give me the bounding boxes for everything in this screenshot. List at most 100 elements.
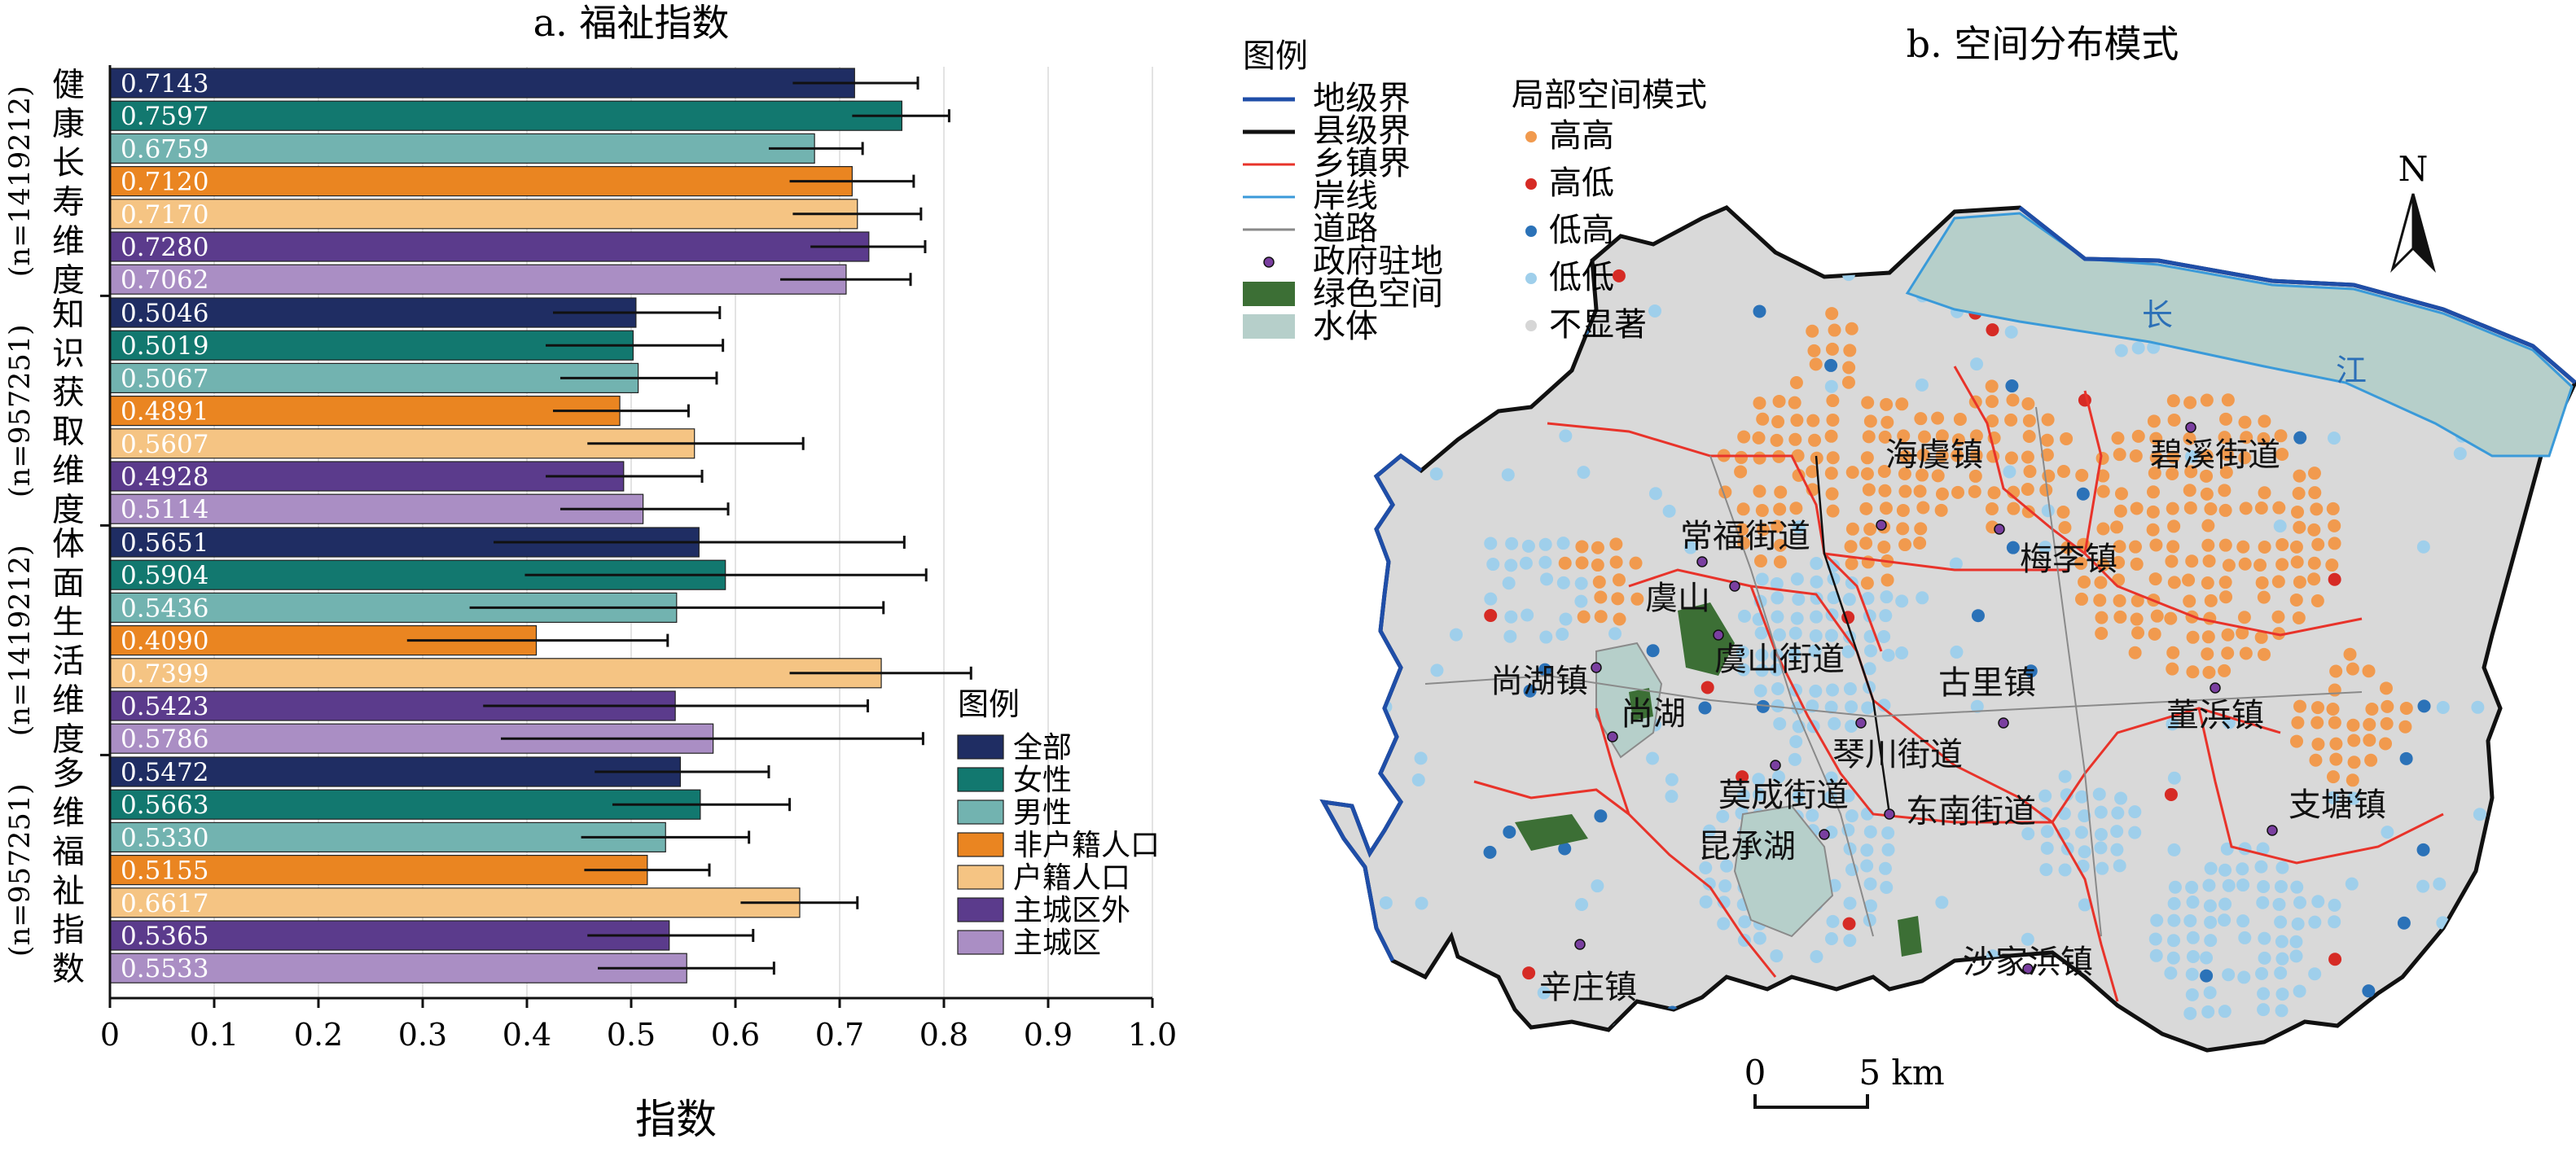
place-label: 辛庄镇 <box>1539 969 1637 1006</box>
cluster-cell <box>1559 429 1573 443</box>
cluster-cell <box>1752 431 1766 445</box>
government-seat <box>1607 731 1618 742</box>
cluster-cell <box>1574 594 1588 608</box>
cluster-cell <box>2274 429 2288 443</box>
cluster-cell <box>1716 809 1730 823</box>
cluster-cell <box>2075 790 2089 804</box>
cluster-cell <box>2022 414 2036 427</box>
cluster-cell <box>2238 557 2252 571</box>
cluster-cell <box>1773 538 1787 552</box>
cluster-cell <box>1931 411 1945 425</box>
bar-value-label: 0.5533 <box>121 954 208 983</box>
cluster-cell <box>1521 608 1534 622</box>
cluster-cell <box>1591 558 1604 572</box>
cluster-cell <box>2095 861 2109 875</box>
cluster-cell <box>1612 1022 1626 1036</box>
cluster-cell <box>2131 594 2144 607</box>
cluster-cell <box>2274 966 2288 980</box>
bar <box>109 133 815 164</box>
cluster-cell <box>2074 556 2088 570</box>
place-label: 常福街道 <box>1680 518 1810 555</box>
cluster-cell <box>2397 916 2411 930</box>
cluster-cell <box>1826 914 1840 928</box>
legend-swatch <box>957 734 1004 760</box>
government-seat <box>1713 629 1724 641</box>
bar <box>109 100 903 131</box>
cluster-cell <box>1788 432 1802 446</box>
x-tick-label: 0.2 <box>294 1017 343 1053</box>
cluster-cell <box>1630 592 1644 606</box>
cluster-cell <box>2239 502 2253 515</box>
cluster-cell <box>2004 451 2018 465</box>
cluster-cell <box>2240 431 2253 445</box>
cluster-cell <box>2291 505 2305 519</box>
cluster-cell <box>2289 935 2303 948</box>
cluster-cell <box>1969 429 1983 443</box>
cluster-cell <box>2325 558 2339 572</box>
cluster-cell <box>1860 859 1874 873</box>
cluster-cell <box>2095 451 2109 465</box>
cluster-cell <box>2005 379 2019 393</box>
cluster-legend-label: 低高 <box>1549 212 1614 249</box>
government-seat <box>1884 808 1895 820</box>
cluster-cell <box>1808 433 1822 447</box>
bar <box>109 166 853 197</box>
cluster-cell <box>1611 592 1625 606</box>
cluster-cell <box>1898 467 1911 481</box>
place-label: 虞山 <box>1645 580 1710 617</box>
cluster-cell <box>1913 537 1927 550</box>
cluster-cell <box>1594 590 1608 604</box>
cluster-cell <box>1844 540 1858 554</box>
cluster-cell <box>1398 396 1411 410</box>
bar-value-label: 0.5607 <box>121 430 208 459</box>
x-tick-label: 0.4 <box>502 1017 551 1053</box>
cluster-cell <box>1985 395 1999 409</box>
cluster-cell <box>1863 662 1876 676</box>
government-seat <box>2185 422 2196 433</box>
cluster-cell <box>1484 378 1498 392</box>
cluster-cell <box>1806 414 1820 427</box>
cluster-cell <box>1860 576 1874 590</box>
cluster-cell <box>2056 465 2070 479</box>
cluster-legend-label: 不显著 <box>1549 306 1647 344</box>
cluster-cell <box>2129 449 2143 462</box>
panel-a-bar-chart: a. 福祉指数 0 0.1 0.2 0.3 0.4 0.5 0.6 0.7 0.8 0.9 1.0 0.… <box>4 1 1177 1143</box>
bar-value-label: 0.5786 <box>121 725 208 754</box>
bar-value-label: 0.6759 <box>121 134 208 164</box>
cluster-cell <box>2362 984 2376 998</box>
cluster-cell <box>1591 879 1604 893</box>
cluster-cell <box>2021 827 2035 841</box>
x-tick-label: 0.9 <box>1024 1017 1073 1053</box>
township-boundary <box>1547 422 1883 652</box>
cluster-cell <box>1756 699 1770 713</box>
cluster-cell <box>2311 701 2324 715</box>
cluster-cell <box>1772 1006 1786 1020</box>
cluster-cell <box>2039 483 2053 497</box>
cluster-cell <box>2200 969 2214 983</box>
cluster-cell <box>1609 555 1623 569</box>
cluster-cell <box>2293 699 2307 713</box>
place-label: 琴川街道 <box>1832 736 1963 773</box>
cluster-cell <box>1845 809 1858 823</box>
cluster-cell <box>1376 966 1389 980</box>
cluster-cell <box>1881 843 1895 856</box>
cluster-cell <box>2096 484 2110 498</box>
cluster-cell <box>2218 913 2232 927</box>
bar <box>109 854 648 886</box>
cluster-cell <box>2291 917 2305 931</box>
cluster-cell <box>1895 397 1909 411</box>
cluster-cell <box>2111 431 2125 445</box>
cluster-cell <box>1859 537 1873 550</box>
cluster-cell <box>1806 808 1819 822</box>
cluster-cell <box>2167 771 2181 785</box>
cluster-cell <box>1790 611 1804 625</box>
cluster-cell <box>2201 538 2215 552</box>
cluster-cell <box>2166 717 2179 731</box>
cluster-cell <box>1754 626 1768 640</box>
cluster-cell <box>2473 808 2486 821</box>
cluster-cell <box>1824 771 1838 785</box>
cluster-cell <box>2256 842 2270 856</box>
cluster-cell <box>1556 537 1570 550</box>
bar-value-label: 0.5046 <box>121 299 208 328</box>
cluster-cell <box>1824 466 1838 480</box>
